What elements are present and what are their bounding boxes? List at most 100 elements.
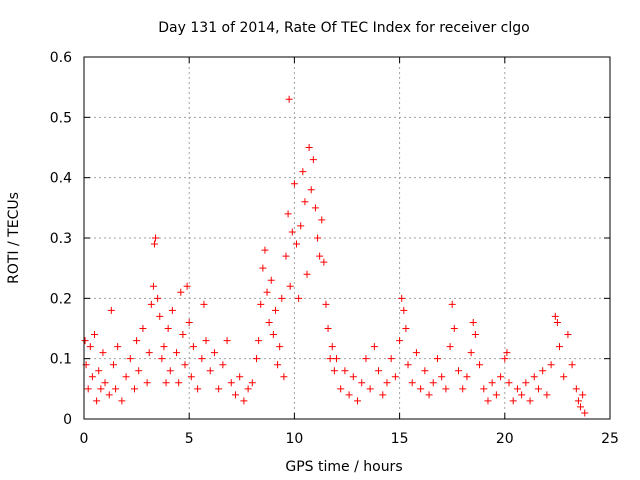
data-point <box>309 156 317 164</box>
data-point <box>402 325 410 332</box>
data-point <box>579 391 587 399</box>
data-point <box>404 361 412 369</box>
data-point <box>147 300 155 308</box>
data-point <box>497 373 505 381</box>
data-point <box>255 337 263 345</box>
data-point <box>143 379 151 387</box>
x-tick-label: 25 <box>601 431 619 447</box>
data-point <box>530 373 538 381</box>
data-point <box>206 367 214 375</box>
ticks-layer: 0 5 10 15 20 25 0 0.1 0.2 0.3 0.4 0.5 0.6 <box>50 50 619 447</box>
data-point <box>88 373 96 381</box>
data-point <box>400 306 408 314</box>
data-point <box>288 228 296 236</box>
data-point <box>299 168 307 176</box>
data-point <box>425 391 433 399</box>
data-point <box>265 318 273 326</box>
data-point <box>261 246 269 254</box>
data-point <box>97 385 105 393</box>
data-point <box>398 294 406 302</box>
data-point <box>484 397 492 405</box>
data-point <box>187 373 195 381</box>
data-point <box>492 391 500 399</box>
data-point <box>278 294 286 302</box>
data-point <box>509 397 517 405</box>
data-point <box>551 312 559 320</box>
data-point <box>366 385 374 393</box>
x-tick-label: 5 <box>185 431 194 447</box>
data-point <box>305 144 313 151</box>
data-point <box>130 385 138 393</box>
data-point <box>442 385 450 393</box>
data-point <box>114 343 122 351</box>
data-point <box>122 373 130 381</box>
data-point <box>156 312 164 320</box>
data-point <box>284 210 292 218</box>
data-point <box>408 379 416 387</box>
data-point <box>581 409 589 417</box>
data-point <box>219 361 227 369</box>
points-layer <box>81 95 589 417</box>
data-point <box>194 385 202 393</box>
data-point <box>421 367 429 375</box>
data-point <box>505 379 513 387</box>
data-point <box>488 379 496 387</box>
data-point <box>290 180 298 188</box>
data-point <box>276 343 284 351</box>
y-tick-label: 0 <box>63 412 72 428</box>
data-point <box>257 300 265 308</box>
data-point <box>105 391 113 399</box>
data-point <box>513 385 521 393</box>
data-point <box>341 367 349 375</box>
data-point <box>553 318 561 326</box>
data-point <box>568 361 576 369</box>
y-tick-label: 0.3 <box>50 231 72 247</box>
data-point <box>248 379 256 387</box>
data-point <box>429 379 437 387</box>
data-point <box>337 385 345 393</box>
data-point <box>326 355 334 363</box>
data-point <box>135 367 143 375</box>
data-point <box>164 325 172 332</box>
data-point <box>274 361 282 369</box>
y-tick-label: 0.5 <box>50 110 72 126</box>
data-point <box>345 391 353 399</box>
data-point <box>244 385 252 393</box>
data-point <box>236 373 244 381</box>
data-point <box>534 385 542 393</box>
data-point <box>280 373 288 381</box>
data-point <box>324 325 332 332</box>
data-point <box>183 282 191 290</box>
data-point <box>362 355 370 363</box>
data-point <box>564 331 572 339</box>
data-point <box>198 355 206 363</box>
data-point <box>149 282 157 290</box>
data-point <box>311 204 319 212</box>
data-point <box>93 397 101 405</box>
data-point <box>332 355 340 363</box>
data-point <box>112 385 120 393</box>
data-point <box>189 343 197 351</box>
data-point <box>387 355 395 363</box>
data-point <box>471 331 479 339</box>
x-tick-label: 10 <box>285 431 303 447</box>
data-point <box>450 325 458 332</box>
data-point <box>95 367 103 375</box>
data-point <box>396 337 404 345</box>
data-point <box>316 252 324 260</box>
data-point <box>375 367 383 375</box>
y-tick-label: 0.4 <box>50 171 72 187</box>
data-point <box>271 306 279 314</box>
data-point <box>358 379 366 387</box>
data-point <box>293 240 301 248</box>
data-point <box>438 373 446 381</box>
data-point <box>354 397 362 405</box>
data-point <box>109 361 117 369</box>
data-point <box>158 355 166 363</box>
data-point <box>522 379 530 387</box>
data-point <box>295 294 303 302</box>
data-point <box>318 216 326 224</box>
data-point <box>282 252 290 260</box>
data-point <box>215 385 223 393</box>
data-point <box>154 294 162 302</box>
